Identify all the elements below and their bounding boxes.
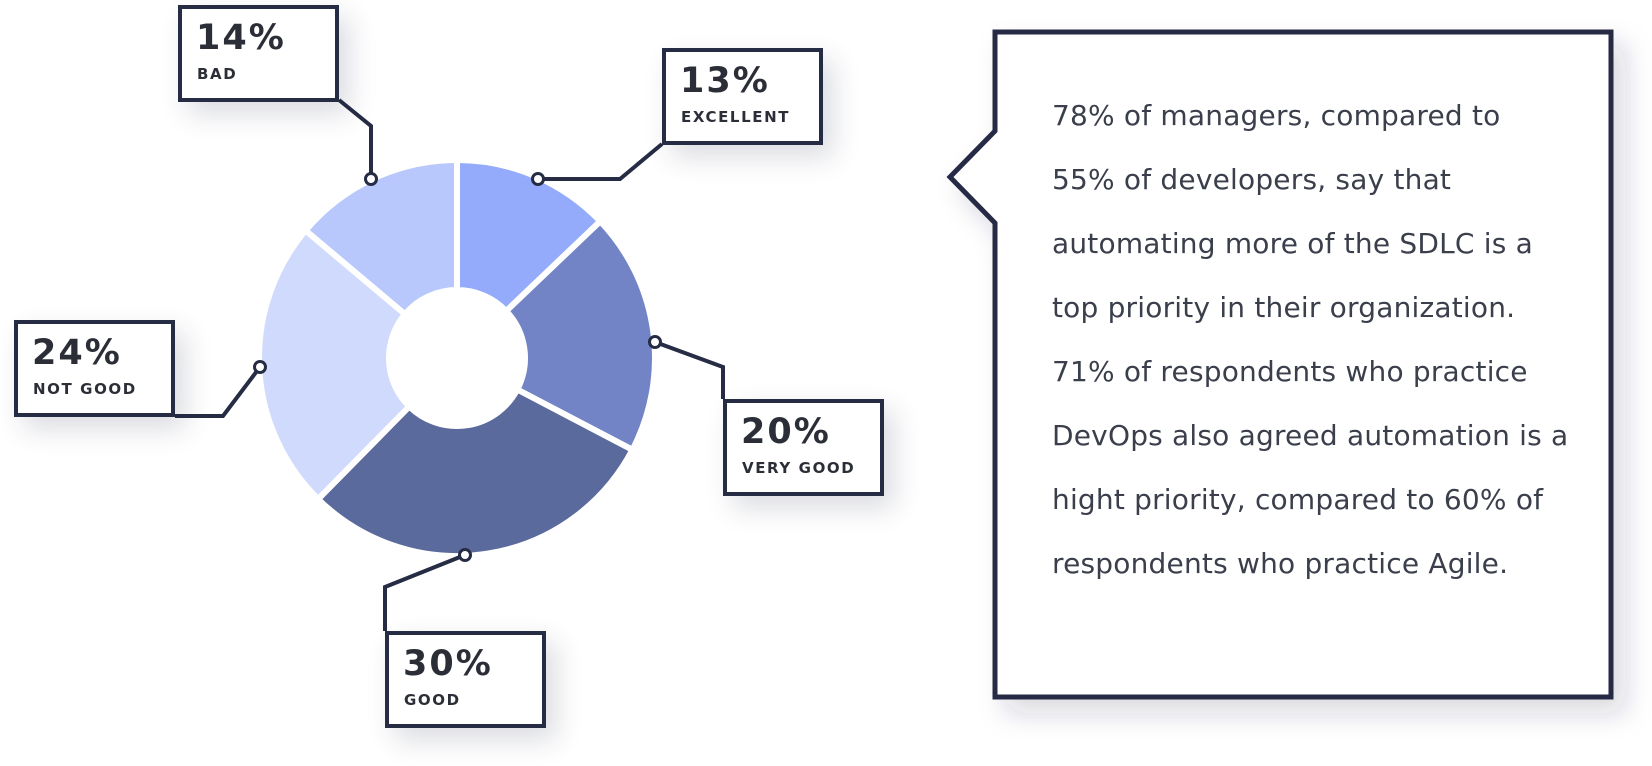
value-label-excellent: 13% (680, 61, 770, 101)
label-not-good: 24% NOT GOOD (14, 320, 175, 417)
leader-dot-good (458, 548, 472, 562)
label-excellent: 13% EXCELLENT (662, 48, 823, 145)
callout-text: 78% of managers, compared to 55% of deve… (1052, 99, 1569, 580)
slice-bad (302, 157, 460, 318)
donut-chart (175, 98, 725, 631)
category-label-excellent: EXCELLENT (681, 108, 791, 126)
label-very-good: 20% VERY GOOD (723, 399, 884, 496)
leader-dot-excellent (531, 172, 545, 186)
leader-dot-bad (364, 172, 378, 186)
category-label-good: GOOD (404, 691, 461, 709)
category-label-very-good: VERY GOOD (742, 459, 856, 477)
value-label-bad: 14% (196, 18, 286, 58)
leader-line-bad (337, 98, 373, 179)
value-label-good: 30% (403, 644, 493, 684)
leader-dot-very-good (648, 335, 662, 349)
slice-very-good (503, 218, 658, 453)
slice-good (315, 386, 636, 559)
leader-line-not-good (175, 365, 262, 418)
leader-dot-not-good (253, 360, 267, 374)
value-label-not-good: 24% (32, 333, 122, 373)
slice-not-good (256, 227, 413, 503)
label-bad: 14% BAD (178, 5, 339, 102)
label-good: 30% GOOD (385, 631, 546, 728)
leader-line-very-good (654, 340, 725, 399)
category-label-not-good: NOT GOOD (33, 380, 137, 398)
speech-bubble (946, 29, 1614, 700)
leader-line-good (383, 553, 466, 631)
slice-excellent (454, 157, 604, 315)
category-label-bad: BAD (197, 65, 238, 83)
leader-line-excellent (538, 142, 664, 181)
value-label-very-good: 20% (741, 412, 831, 452)
